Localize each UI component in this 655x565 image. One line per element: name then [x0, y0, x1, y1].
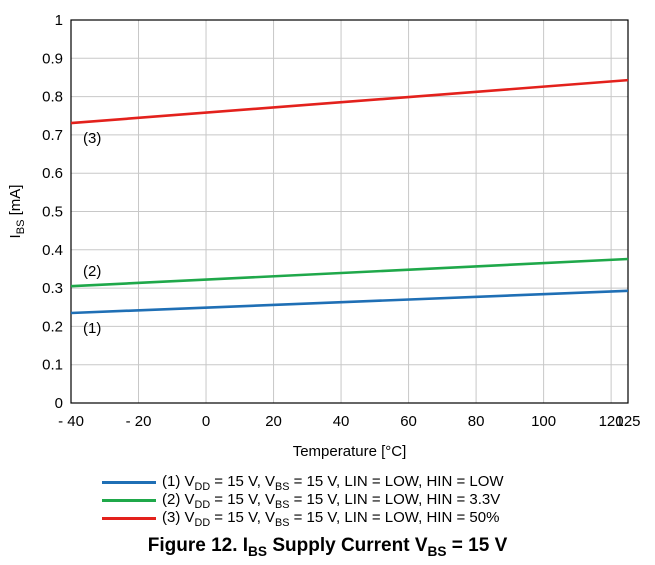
y-tick-label: 0.2	[42, 318, 63, 335]
curve-tag-2: (2)	[83, 263, 101, 280]
series-line-3	[70, 78, 629, 125]
grid-lines	[71, 20, 628, 403]
line-chart: 0 0.1 0.2 0.3 0.4 0.5 0.6 0.7 0.8 0.9 1 - 40 - 20 0 2…	[7, 12, 641, 460]
legend-label: (3) VDD = 15 V, VBS = 15 V, LIN = LOW, H…	[162, 509, 500, 529]
y-tick-label: 0.5	[42, 204, 63, 221]
x-tick-label: 0	[202, 413, 210, 430]
y-axis-title: IBS [mA]	[7, 185, 27, 239]
x-tick-label: 100	[531, 413, 556, 430]
y-tick-label: 0.4	[42, 242, 63, 259]
caption-subscript-1: BS	[248, 543, 268, 559]
caption-suffix: = 15 V	[446, 535, 508, 556]
y-tick-label: 0.3	[42, 280, 63, 297]
series-line-2	[70, 257, 629, 288]
y-tick-label: 1	[55, 12, 63, 29]
legend-entry-3: (3) VDD = 15 V, VBS = 15 V, LIN = LOW, H…	[102, 509, 504, 529]
plot-area-frame	[70, 19, 629, 404]
legend-swatch	[102, 516, 156, 520]
legend-entry-2: (2) VDD = 15 V, VBS = 15 V, LIN = LOW, H…	[102, 491, 504, 511]
legend: (1) VDD = 15 V, VBS = 15 V, LIN = LOW, H…	[102, 473, 504, 529]
y-tick-label: 0.6	[42, 165, 63, 182]
y-axis-title-subscript: BS	[15, 220, 27, 235]
x-tick-label: 120	[599, 413, 624, 430]
x-tick-label: 80	[468, 413, 485, 430]
curve-labels: (1) (2) (3)	[83, 130, 101, 337]
y-tick-label: 0.7	[42, 127, 63, 144]
legend-label: (2) VDD = 15 V, VBS = 15 V, LIN = LOW, H…	[162, 491, 501, 511]
y-tick-label: 0.1	[42, 357, 63, 374]
caption-prefix: Figure 12. I	[147, 535, 249, 556]
x-axis-title: Temperature [°C]	[293, 443, 407, 460]
y-tick-label: 0	[55, 395, 63, 412]
series-lines	[70, 78, 629, 315]
curve-tag-1: (1)	[83, 320, 101, 337]
curve-tag-3: (3)	[83, 130, 101, 147]
x-tick-label: 20	[265, 413, 282, 430]
legend-label: (1) VDD = 15 V, VBS = 15 V, LIN = LOW, H…	[162, 473, 504, 493]
y-axis-title-unit: [mA]	[7, 185, 24, 220]
legend-swatch	[102, 480, 156, 484]
y-tick-label: 0.8	[42, 89, 63, 106]
x-tick-label: - 20	[126, 413, 152, 430]
caption-subscript-2: BS	[427, 543, 447, 559]
y-axis-ticks: 0 0.1 0.2 0.3 0.4 0.5 0.6 0.7 0.8 0.9 1	[42, 12, 63, 412]
x-tick-label: - 40	[58, 413, 84, 430]
series-line-1	[70, 289, 629, 315]
x-tick-label: 40	[333, 413, 350, 430]
figure-caption: Figure 12. IBS Supply Current VBS = 15 V	[0, 535, 655, 559]
y-axis-title-main: I	[7, 234, 24, 238]
legend-entry-1: (1) VDD = 15 V, VBS = 15 V, LIN = LOW, H…	[102, 473, 504, 493]
x-tick-label: 60	[400, 413, 417, 430]
y-tick-label: 0.9	[42, 50, 63, 67]
legend-swatch	[102, 498, 156, 502]
x-tick-label: 125	[615, 413, 640, 430]
caption-middle: Supply Current V	[267, 535, 428, 556]
